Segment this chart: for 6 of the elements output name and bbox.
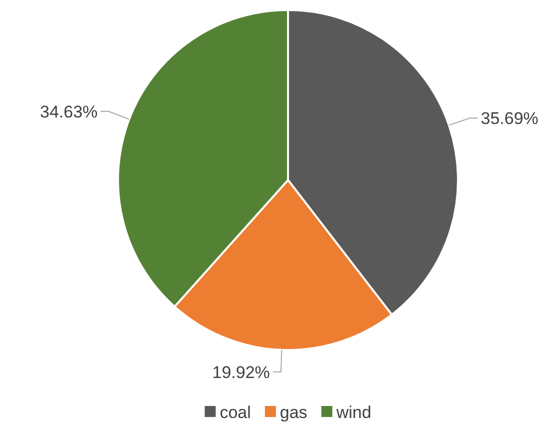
data-label: 19.92%	[212, 362, 270, 382]
legend-label: gas	[280, 402, 308, 422]
legend-label: wind	[335, 402, 372, 422]
data-label: 34.63%	[40, 102, 98, 122]
data-label: 35.69%	[480, 109, 538, 128]
legend-label: coal	[220, 402, 251, 422]
